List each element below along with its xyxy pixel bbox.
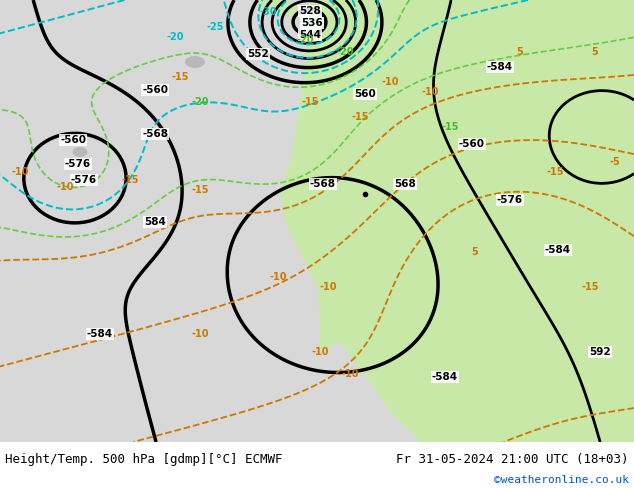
Ellipse shape — [72, 147, 87, 157]
Text: ©weatheronline.co.uk: ©weatheronline.co.uk — [494, 475, 629, 485]
Text: -10: -10 — [11, 167, 29, 177]
Text: -20: -20 — [191, 97, 209, 107]
Text: -576: -576 — [497, 195, 523, 205]
Text: -20: -20 — [166, 32, 184, 42]
Text: -568: -568 — [142, 129, 168, 139]
Text: -560: -560 — [459, 139, 485, 149]
Text: -10: -10 — [311, 347, 329, 357]
Text: -576: -576 — [71, 175, 97, 185]
Text: -15: -15 — [547, 167, 564, 177]
Text: -15: -15 — [191, 185, 209, 195]
Ellipse shape — [185, 56, 205, 68]
Text: 5: 5 — [472, 247, 479, 257]
Text: 592: 592 — [589, 347, 611, 357]
Text: -10: -10 — [421, 87, 439, 97]
Text: -15: -15 — [441, 122, 459, 132]
Text: 552: 552 — [247, 49, 269, 59]
Text: 5: 5 — [592, 47, 598, 57]
Text: -560: -560 — [60, 135, 86, 145]
Text: -15: -15 — [581, 282, 598, 292]
Text: Height/Temp. 500 hPa [gdmp][°C] ECMWF: Height/Temp. 500 hPa [gdmp][°C] ECMWF — [5, 453, 283, 466]
Text: -10: -10 — [56, 182, 74, 192]
Text: -584: -584 — [87, 329, 113, 339]
Text: 560: 560 — [354, 89, 376, 99]
Text: -15: -15 — [171, 72, 189, 82]
Text: -15: -15 — [301, 97, 319, 107]
Text: -25: -25 — [206, 22, 224, 32]
Text: 568: 568 — [394, 179, 416, 189]
Text: 5: 5 — [517, 47, 523, 57]
Text: -15: -15 — [351, 112, 369, 122]
Text: -30: -30 — [259, 7, 277, 17]
Text: 528: 528 — [299, 6, 321, 16]
Text: -10: -10 — [191, 329, 209, 339]
Text: -584: -584 — [487, 62, 513, 72]
Text: -584: -584 — [545, 245, 571, 255]
Text: Fr 31-05-2024 21:00 UTC (18+03): Fr 31-05-2024 21:00 UTC (18+03) — [396, 453, 629, 466]
Polygon shape — [285, 212, 320, 247]
Text: -15: -15 — [121, 175, 139, 185]
Text: 544: 544 — [299, 30, 321, 40]
Polygon shape — [260, 0, 300, 17]
Text: -10: -10 — [381, 77, 399, 87]
Text: -5: -5 — [610, 157, 620, 167]
Text: 584: 584 — [144, 217, 166, 227]
Text: -10: -10 — [269, 272, 287, 282]
Text: -20: -20 — [296, 35, 314, 45]
Text: -560: -560 — [142, 85, 168, 95]
Text: -20: -20 — [336, 47, 354, 57]
Text: -584: -584 — [432, 372, 458, 382]
Text: -10: -10 — [341, 369, 359, 379]
Text: 536: 536 — [301, 18, 323, 28]
Polygon shape — [280, 0, 634, 352]
Text: -568: -568 — [310, 179, 336, 189]
Text: -10: -10 — [320, 282, 337, 292]
Polygon shape — [280, 0, 634, 442]
Text: -576: -576 — [65, 159, 91, 169]
